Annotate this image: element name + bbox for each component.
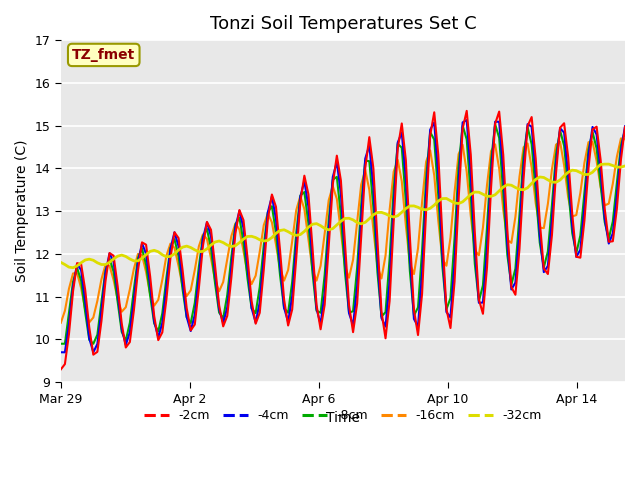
-32cm — [621, 163, 629, 169]
-32cm — [163, 254, 170, 260]
-4cm — [77, 267, 85, 273]
-2cm — [337, 178, 345, 183]
-8cm — [617, 143, 625, 148]
-4cm — [621, 123, 629, 129]
-2cm — [90, 352, 97, 358]
Legend: -2cm, -4cm, -8cm, -16cm, -32cm: -2cm, -4cm, -8cm, -16cm, -32cm — [139, 404, 547, 427]
-16cm — [613, 154, 621, 160]
-16cm — [617, 135, 625, 141]
-16cm — [114, 297, 122, 302]
Y-axis label: Soil Temperature (C): Soil Temperature (C) — [15, 140, 29, 282]
Text: TZ_fmet: TZ_fmet — [72, 48, 136, 62]
-32cm — [81, 257, 89, 263]
-16cm — [77, 285, 85, 291]
-4cm — [57, 349, 65, 355]
-2cm — [621, 124, 629, 130]
Line: -16cm: -16cm — [61, 138, 625, 323]
Line: -32cm: -32cm — [61, 164, 625, 268]
-16cm — [57, 320, 65, 325]
-8cm — [77, 278, 85, 284]
-4cm — [159, 320, 166, 326]
-16cm — [337, 229, 345, 235]
X-axis label: Time: Time — [326, 411, 360, 425]
-8cm — [492, 121, 499, 127]
-8cm — [90, 341, 97, 347]
Line: -4cm: -4cm — [61, 120, 625, 352]
-16cm — [159, 277, 166, 283]
-32cm — [69, 265, 77, 271]
Line: -2cm: -2cm — [61, 111, 625, 370]
-32cm — [341, 216, 349, 221]
-4cm — [617, 148, 625, 154]
-2cm — [463, 108, 470, 114]
-4cm — [463, 117, 470, 123]
-32cm — [296, 232, 304, 238]
-4cm — [90, 349, 97, 355]
-4cm — [337, 191, 345, 196]
-32cm — [93, 260, 101, 265]
-2cm — [57, 367, 65, 372]
-2cm — [617, 156, 625, 162]
-16cm — [621, 136, 629, 142]
-4cm — [114, 290, 122, 296]
-8cm — [159, 311, 166, 316]
-32cm — [118, 252, 125, 258]
-8cm — [114, 299, 122, 305]
-2cm — [77, 261, 85, 267]
-2cm — [159, 329, 166, 335]
-32cm — [601, 161, 609, 167]
Line: -8cm: -8cm — [61, 124, 625, 344]
-2cm — [114, 283, 122, 289]
-16cm — [90, 314, 97, 320]
-8cm — [337, 212, 345, 218]
-8cm — [621, 127, 629, 133]
Title: Tonzi Soil Temperatures Set C: Tonzi Soil Temperatures Set C — [210, 15, 476, 33]
-8cm — [57, 341, 65, 347]
-32cm — [57, 260, 65, 265]
